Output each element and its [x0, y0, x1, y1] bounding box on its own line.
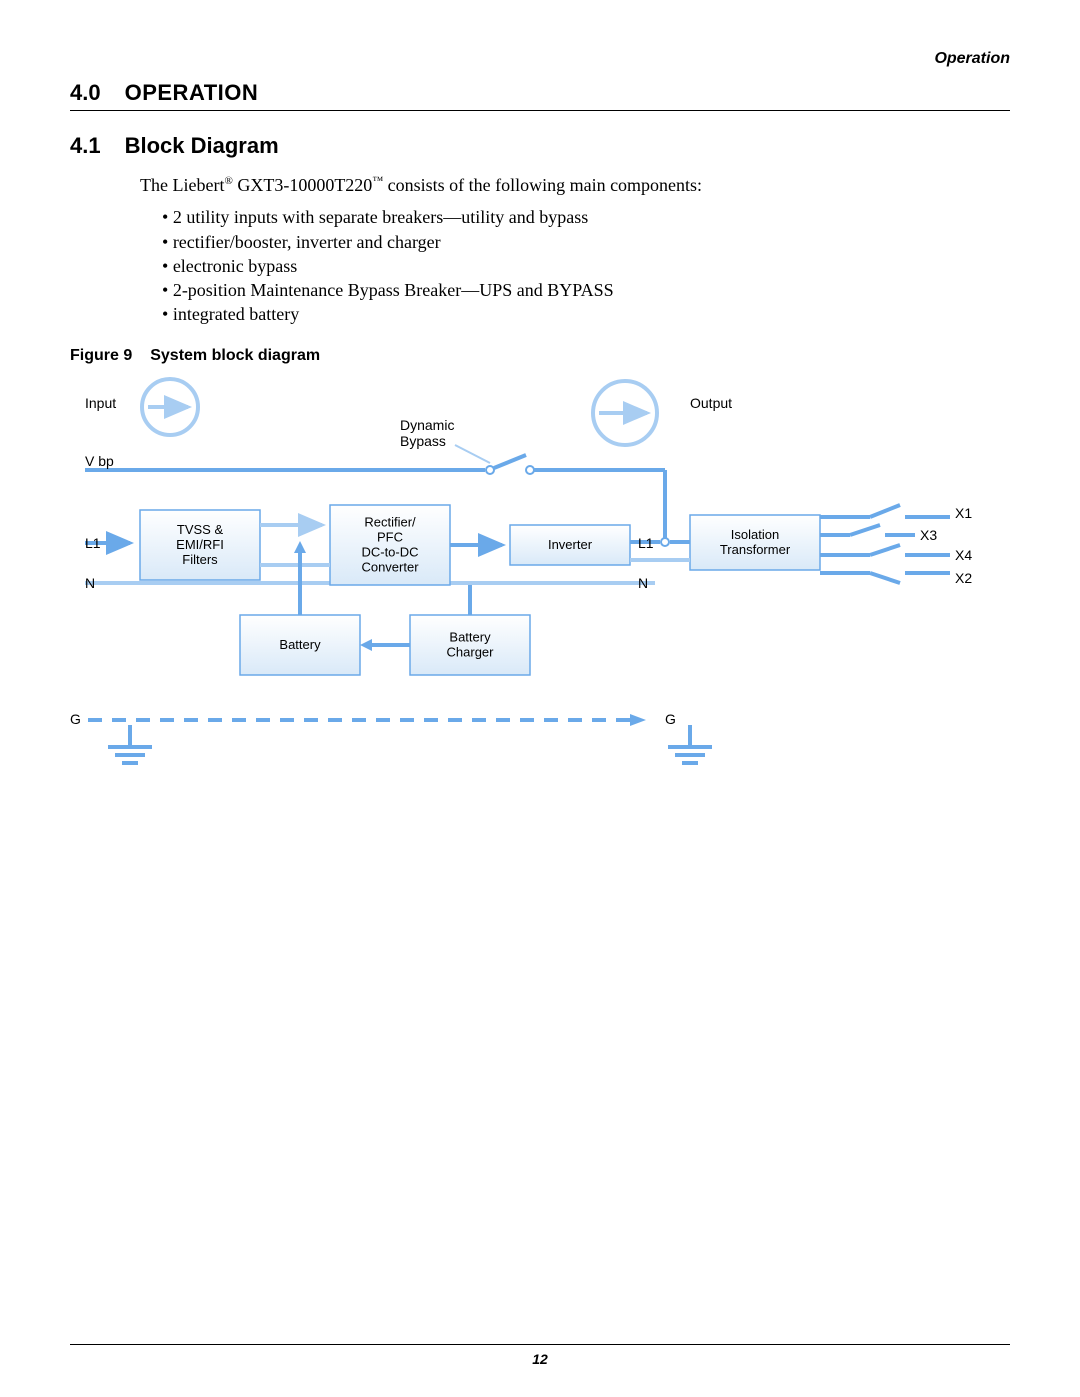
label-output: Output: [690, 395, 732, 411]
svg-text:Isolation: Isolation: [731, 527, 779, 542]
subsection-title: Block Diagram: [125, 133, 279, 159]
figure-caption: Figure 9 System block diagram: [70, 347, 1010, 365]
label-l1-left: L1: [85, 535, 101, 551]
list-item: integrated battery: [162, 302, 1010, 326]
svg-text:PFC: PFC: [377, 529, 403, 544]
label-x2: X2: [955, 570, 972, 586]
label-vbp: V bp: [85, 453, 114, 469]
subsection-number: 4.1: [70, 133, 101, 159]
section-title: OPERATION: [125, 80, 259, 106]
page-header-section: Operation: [934, 50, 1010, 68]
svg-text:Converter: Converter: [361, 559, 419, 574]
figure-label: Figure 9: [70, 347, 132, 364]
label-n-right: N: [638, 575, 648, 591]
list-item: 2 utility inputs with separate breakers—…: [162, 205, 1010, 229]
component-list: 2 utility inputs with separate breakers—…: [162, 205, 1010, 326]
svg-text:Charger: Charger: [447, 644, 495, 659]
svg-text:EMI/RFI: EMI/RFI: [176, 537, 224, 552]
svg-text:Inverter: Inverter: [548, 537, 593, 552]
label-x4: X4: [955, 547, 972, 563]
list-item: electronic bypass: [162, 254, 1010, 278]
section-number: 4.0: [70, 80, 101, 106]
figure-title: System block diagram: [150, 347, 320, 364]
svg-text:Battery: Battery: [279, 637, 321, 652]
svg-text:Battery: Battery: [449, 629, 491, 644]
svg-text:Transformer: Transformer: [720, 542, 791, 557]
label-g-right: G: [665, 711, 676, 727]
label-x1: X1: [955, 505, 972, 521]
svg-text:DC-to-DC: DC-to-DC: [361, 544, 418, 559]
svg-text:TVSS &: TVSS &: [177, 522, 224, 537]
label-n-left: N: [85, 575, 95, 591]
list-item: rectifier/booster, inverter and charger: [162, 230, 1010, 254]
label-g-left: G: [70, 711, 81, 727]
subsection-heading: 4.1 Block Diagram: [70, 133, 1010, 159]
page-number: 12: [70, 1344, 1010, 1367]
label-bypass: Bypass: [400, 433, 446, 449]
svg-text:Rectifier/: Rectifier/: [364, 514, 416, 529]
block-diagram: TVSS &EMI/RFIFilters Rectifier/PFCDC-to-D…: [70, 375, 1010, 805]
section-heading: 4.0 OPERATION: [70, 80, 1010, 111]
diagram-svg: TVSS &EMI/RFIFilters Rectifier/PFCDC-to-D…: [70, 375, 1010, 805]
label-x3: X3: [920, 527, 937, 543]
svg-text:Filters: Filters: [182, 552, 218, 567]
label-dynamic: Dynamic: [400, 417, 454, 433]
label-l1-right: L1: [638, 535, 654, 551]
intro-paragraph: The Liebert® GXT3-10000T220™ consists of…: [140, 173, 1010, 197]
label-input: Input: [85, 395, 116, 411]
list-item: 2-position Maintenance Bypass Breaker—UP…: [162, 278, 1010, 302]
